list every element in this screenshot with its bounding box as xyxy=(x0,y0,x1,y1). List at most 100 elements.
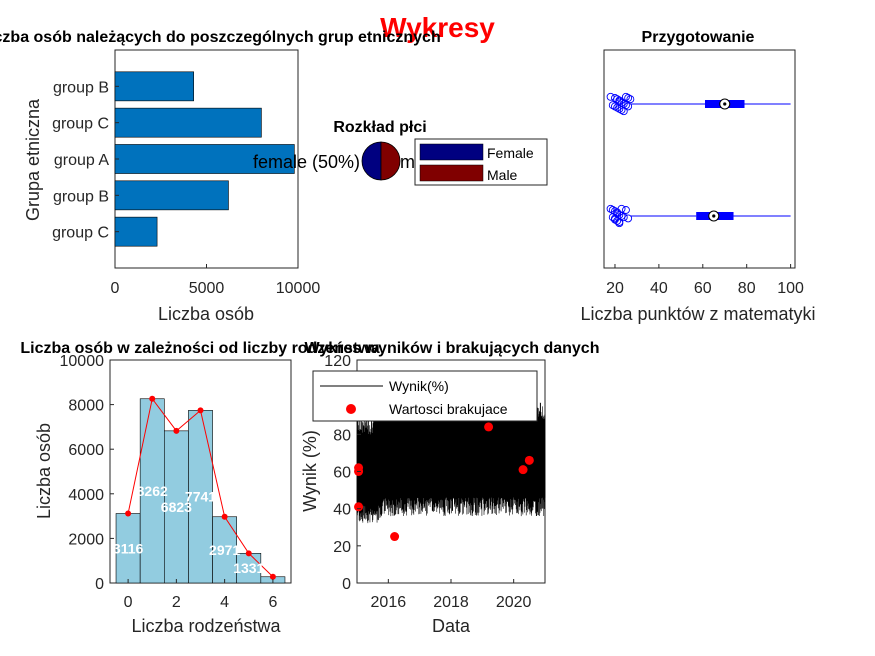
boxplot-x-tick-label: 20 xyxy=(606,280,624,297)
siblings-x-tick-label: 0 xyxy=(124,594,133,611)
box-outlier xyxy=(624,94,633,102)
ethnic-bar xyxy=(114,71,194,102)
legend-swatch-female xyxy=(419,143,484,161)
ethnic-bar xyxy=(114,216,158,247)
ethnic-group-chart: Liczba osób należących do poszczególnych… xyxy=(0,29,441,324)
siblings-x-tick-label: 4 xyxy=(220,594,229,611)
legend-label-male: Male xyxy=(487,167,518,183)
legend-label-missing: Wartosci brakujace xyxy=(389,401,508,417)
timeseries-legend: Wynik(%) Wartosci brakujace xyxy=(312,370,538,422)
boxplot-title: Przygotowanie xyxy=(642,29,755,46)
pie-slice-female xyxy=(361,141,382,181)
siblings-y-tick-label: 4000 xyxy=(68,487,104,504)
siblings-trend-point xyxy=(149,395,156,402)
box-outlier xyxy=(617,204,626,213)
siblings-y-tick-label: 8000 xyxy=(68,398,104,415)
missing-value-point xyxy=(524,455,534,465)
siblings-bar xyxy=(139,398,165,584)
box-outlier xyxy=(619,100,628,108)
ethnic-y-tick-label: group C xyxy=(52,225,109,242)
siblings-data-label: 2971 xyxy=(209,542,240,558)
ethnic-y-tick-label: group C xyxy=(52,116,109,133)
siblings-data-label: 8262 xyxy=(137,483,168,499)
timeseries-y-tick-label: 20 xyxy=(333,539,351,556)
box-outlier xyxy=(622,206,630,214)
siblings-x-tick-label: 2 xyxy=(172,594,181,611)
missing-value-point xyxy=(390,532,400,542)
siblings-trend-point xyxy=(269,573,276,580)
siblings-y-tick-label: 2000 xyxy=(68,531,104,548)
siblings-data-label: 7741 xyxy=(185,489,216,505)
missing-value-point xyxy=(518,465,528,475)
siblings-x-tick-label: 6 xyxy=(268,594,277,611)
boxplot-x-tick-label: 100 xyxy=(777,280,804,297)
siblings-y-tick-label: 0 xyxy=(95,576,104,593)
box-outlier xyxy=(617,98,626,107)
gender-legend: Female Male xyxy=(414,138,548,186)
siblings-bar xyxy=(236,553,262,584)
timeseries-title: Wykres wyników i brakujących danych xyxy=(305,340,600,357)
timeseries-y-tick-label: 120 xyxy=(324,353,351,370)
box-outlier xyxy=(611,102,619,111)
timeseries-x-tick-label: 2020 xyxy=(496,594,532,611)
siblings-bar xyxy=(212,516,237,584)
box-outlier xyxy=(615,97,624,106)
ethnic-bar xyxy=(114,107,262,138)
ethnic-x-tick-label: 0 xyxy=(111,280,120,297)
box-outlier xyxy=(606,204,615,213)
box-outlier xyxy=(624,102,633,111)
siblings-y-tick-label: 10000 xyxy=(60,353,105,370)
ethnic-y-tick-label: group B xyxy=(53,188,109,205)
boxplot-x-tick-label: 80 xyxy=(738,280,756,297)
gender-pie-chart: Rozkład płci female (50%) m Female Male xyxy=(253,119,548,186)
missing-value-point xyxy=(354,502,364,512)
box-outlier xyxy=(622,92,630,101)
ethnic-x-tick-label: 10000 xyxy=(276,280,321,297)
box-median-dot xyxy=(712,214,716,218)
timeseries-x-tick-label: 2016 xyxy=(371,594,407,611)
box-median-dot xyxy=(723,102,727,106)
siblings-data-label: 3116 xyxy=(113,540,144,556)
siblings-y-label: Liczba osób xyxy=(34,423,54,519)
siblings-trend-point xyxy=(221,513,228,520)
siblings-bar xyxy=(115,513,141,584)
pie-slice-label-female: female (50%) xyxy=(253,152,360,172)
box-outlier xyxy=(626,95,635,104)
box-outlier xyxy=(608,101,617,110)
ethnic-x-tick-label: 5000 xyxy=(189,280,225,297)
box-outlier xyxy=(619,213,628,222)
box-outlier xyxy=(615,219,624,228)
siblings-x-label: Liczba rodzeństwa xyxy=(131,616,281,636)
siblings-y-tick-label: 6000 xyxy=(68,442,104,459)
siblings-chart-title: Liczba osób w zależności od liczby rodze… xyxy=(20,340,379,357)
ethnic-y-label: Grupa etniczna xyxy=(23,98,43,221)
timeseries-y-tick-label: 40 xyxy=(333,502,351,519)
timeseries-x-tick-label: 2018 xyxy=(433,594,469,611)
siblings-histogram: Liczba osób w zależności od liczby rodze… xyxy=(20,340,379,636)
timeseries-x-label: Data xyxy=(432,616,471,636)
legend-marker-missing xyxy=(346,404,356,414)
timeseries-y-tick-label: 60 xyxy=(333,465,351,482)
gender-pie-title: Rozkład płci xyxy=(333,119,426,136)
pie-slice-label-male: m xyxy=(400,152,415,172)
siblings-trend-point xyxy=(173,427,180,434)
boxplot-axes-box xyxy=(603,49,796,269)
math-score-boxplot: Przygotowanie 20 40 60 80 100 Liczba punktów… xyxy=(580,29,815,324)
siblings-trend-point xyxy=(125,510,132,517)
box-outlier xyxy=(624,214,633,223)
boxplot-x-tick-label: 40 xyxy=(650,280,668,297)
siblings-data-label: 6823 xyxy=(161,499,192,515)
ethnic-x-label: Liczba osób xyxy=(158,304,254,324)
scores-time-series: Wykres wyników i brakujących danych 2016… xyxy=(300,340,599,636)
timeseries-y-tick-label: 0 xyxy=(342,576,351,593)
pie-slice-male xyxy=(380,141,401,181)
siblings-trend-point xyxy=(197,407,204,414)
ethnic-chart-title: Liczba osób należących do poszczególnych… xyxy=(0,29,441,46)
timeseries-y-label: Wynik (%) xyxy=(300,430,320,512)
box-outlier xyxy=(613,209,622,218)
siblings-data-label: 1331 xyxy=(233,560,264,576)
legend-label-wynik: Wynik(%) xyxy=(389,378,449,394)
ethnic-y-tick-label: group B xyxy=(53,79,109,96)
box-outlier xyxy=(622,101,630,110)
ethnic-y-tick-label: group A xyxy=(54,152,109,169)
